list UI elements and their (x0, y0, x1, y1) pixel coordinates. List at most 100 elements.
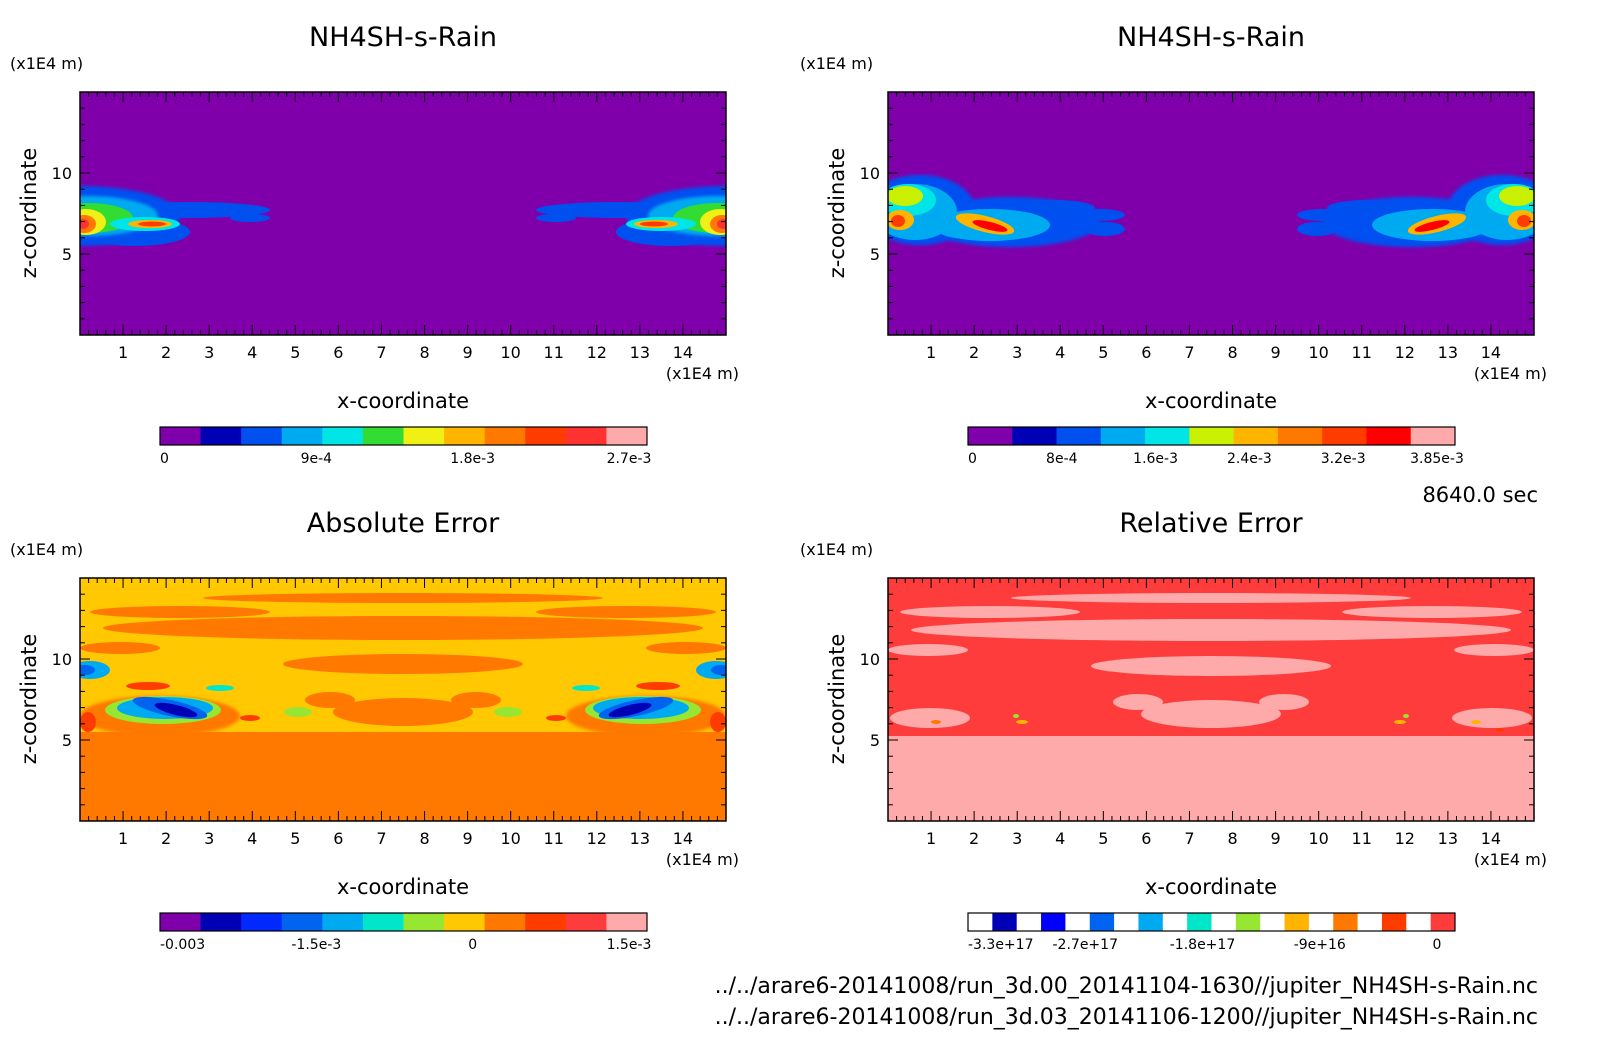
y-tick-label: 5 (62, 731, 72, 750)
colorbar-swatch (1333, 913, 1359, 931)
colorbar-swatch (160, 427, 202, 445)
colorbar-frame (159, 912, 648, 932)
colorbar-swatch (565, 913, 607, 931)
y-tick-label: 10 (52, 650, 72, 669)
x-tick-label: 11 (544, 829, 564, 848)
colorbar-swatch (606, 427, 648, 445)
y-tick-label: 10 (52, 164, 72, 183)
y-axis-title: z-coordinate (17, 634, 41, 765)
colorbar-frame (159, 426, 648, 446)
plot-frame (887, 91, 1535, 336)
colorbar-tick-label: 2.4e-3 (1227, 451, 1272, 467)
colorbar-swatch (1260, 913, 1286, 931)
colorbar-swatch (1041, 913, 1066, 931)
colorbar-tick-label: -1.5e-3 (291, 937, 341, 953)
panel-title: NH4SH-s-Rain (1117, 22, 1305, 53)
x-tick-label: 9 (1271, 343, 1281, 362)
x-unit-label: (x1E4 m) (1474, 850, 1547, 869)
upper-stripes (80, 593, 726, 726)
x-tick-label: 12 (587, 343, 607, 362)
colorbar-tick-label: 2.7e-3 (607, 451, 652, 467)
colorbar-swatch (1100, 427, 1146, 445)
file-path-2: ../../arare6-20141008/run_3d.03_20141106… (715, 1005, 1538, 1030)
time-stamp: 8640.0 sec (1422, 483, 1538, 507)
colorbar: -3.3e+17 -2.7e+17 -1.8e+17 -9e+16 0 (967, 912, 1456, 953)
x-unit-label: (x1E4 m) (666, 364, 739, 383)
x-tick-label: 13 (630, 343, 650, 362)
colorbar-swatch (1366, 427, 1412, 445)
y-tick-label: 10 (860, 164, 880, 183)
x-tick-label: 10 (1308, 343, 1328, 362)
colorbar-swatch (968, 427, 1013, 445)
colorbar-swatch (1381, 913, 1407, 931)
colorbar-swatch (1406, 913, 1432, 931)
x-tick-label: 8 (1227, 343, 1237, 362)
x-tick-label: 4 (1055, 343, 1065, 362)
colorbar-swatch (1065, 913, 1091, 931)
cloud-right (536, 186, 726, 246)
colorbar-swatch (565, 427, 607, 445)
lower-uniform-region (80, 732, 726, 821)
x-axis-title: x-coordinate (337, 875, 469, 899)
y-tick-label: 5 (62, 245, 72, 264)
x-tick-label: 9 (1271, 829, 1281, 848)
colorbar-swatch (403, 427, 445, 445)
colorbar-swatch (362, 427, 404, 445)
colorbar-swatch (992, 913, 1018, 931)
colorbar-swatch (484, 913, 526, 931)
x-tick-label: 7 (1184, 343, 1194, 362)
contour-field (80, 578, 726, 821)
y-tick-label: 5 (870, 731, 880, 750)
plot-frame (79, 91, 727, 336)
panel-title: NH4SH-s-Rain (309, 22, 497, 53)
colorbar-swatch (525, 913, 567, 931)
cloud-left (888, 175, 1125, 247)
colorbar-swatch (1308, 913, 1334, 931)
colorbar-swatch (1357, 913, 1383, 931)
colorbar-swatch (1187, 913, 1212, 931)
colorbar-swatch (362, 913, 404, 931)
colorbar-tick-label: -3.3e+17 (968, 937, 1033, 953)
colorbar: 0 8e-4 1.6e-3 2.4e-3 3.2e-3 3.85e-3 (967, 426, 1464, 467)
plot-frame (79, 577, 727, 822)
x-tick-label: 14 (1481, 343, 1501, 362)
panel-title: Absolute Error (307, 508, 500, 539)
panel-absolute-error: Absolute Error (x1E4 m) (10, 508, 739, 953)
colorbar-swatch (241, 913, 283, 931)
colorbar-tick-label: 3.2e-3 (1321, 451, 1366, 467)
x-tick-label: 8 (1227, 829, 1237, 848)
x-tick-label: 1 (118, 343, 128, 362)
x-tick-label: 5 (290, 829, 300, 848)
colorbar-swatch (322, 913, 364, 931)
x-tick-label: 3 (204, 829, 214, 848)
colorbar-tick-label: 0 (160, 451, 169, 467)
x-tick-label: 14 (673, 829, 693, 848)
upper-stripes (888, 593, 1534, 728)
x-tick-label: 3 (204, 343, 214, 362)
colorbar-swatch (1012, 427, 1058, 445)
y-axis-title: z-coordinate (17, 148, 41, 279)
y-unit-label: (x1E4 m) (800, 540, 873, 559)
x-tick-label: 4 (247, 343, 257, 362)
colorbar-swatch (968, 913, 993, 931)
colorbar-tick-label: -2.7e+17 (1053, 937, 1118, 953)
y-axis-title: z-coordinate (825, 148, 849, 279)
colorbar-tick-label: 0 (1433, 937, 1442, 953)
colorbar-swatch (1056, 427, 1102, 445)
colorbar-swatch (606, 913, 648, 931)
y-unit-label: (x1E4 m) (10, 54, 83, 73)
colorbar-tick-label: 1.6e-3 (1133, 451, 1178, 467)
colorbar-swatch (1189, 427, 1235, 445)
contour-field (80, 92, 726, 335)
x-tick-label: 10 (500, 343, 520, 362)
colorbar-tick-label: -0.003 (160, 937, 205, 953)
x-tick-label: 3 (1012, 829, 1022, 848)
x-tick-label: 11 (1352, 343, 1372, 362)
colorbar-swatch (200, 913, 242, 931)
x-tick-label: 14 (1481, 829, 1501, 848)
x-axis-title: x-coordinate (1145, 389, 1277, 413)
